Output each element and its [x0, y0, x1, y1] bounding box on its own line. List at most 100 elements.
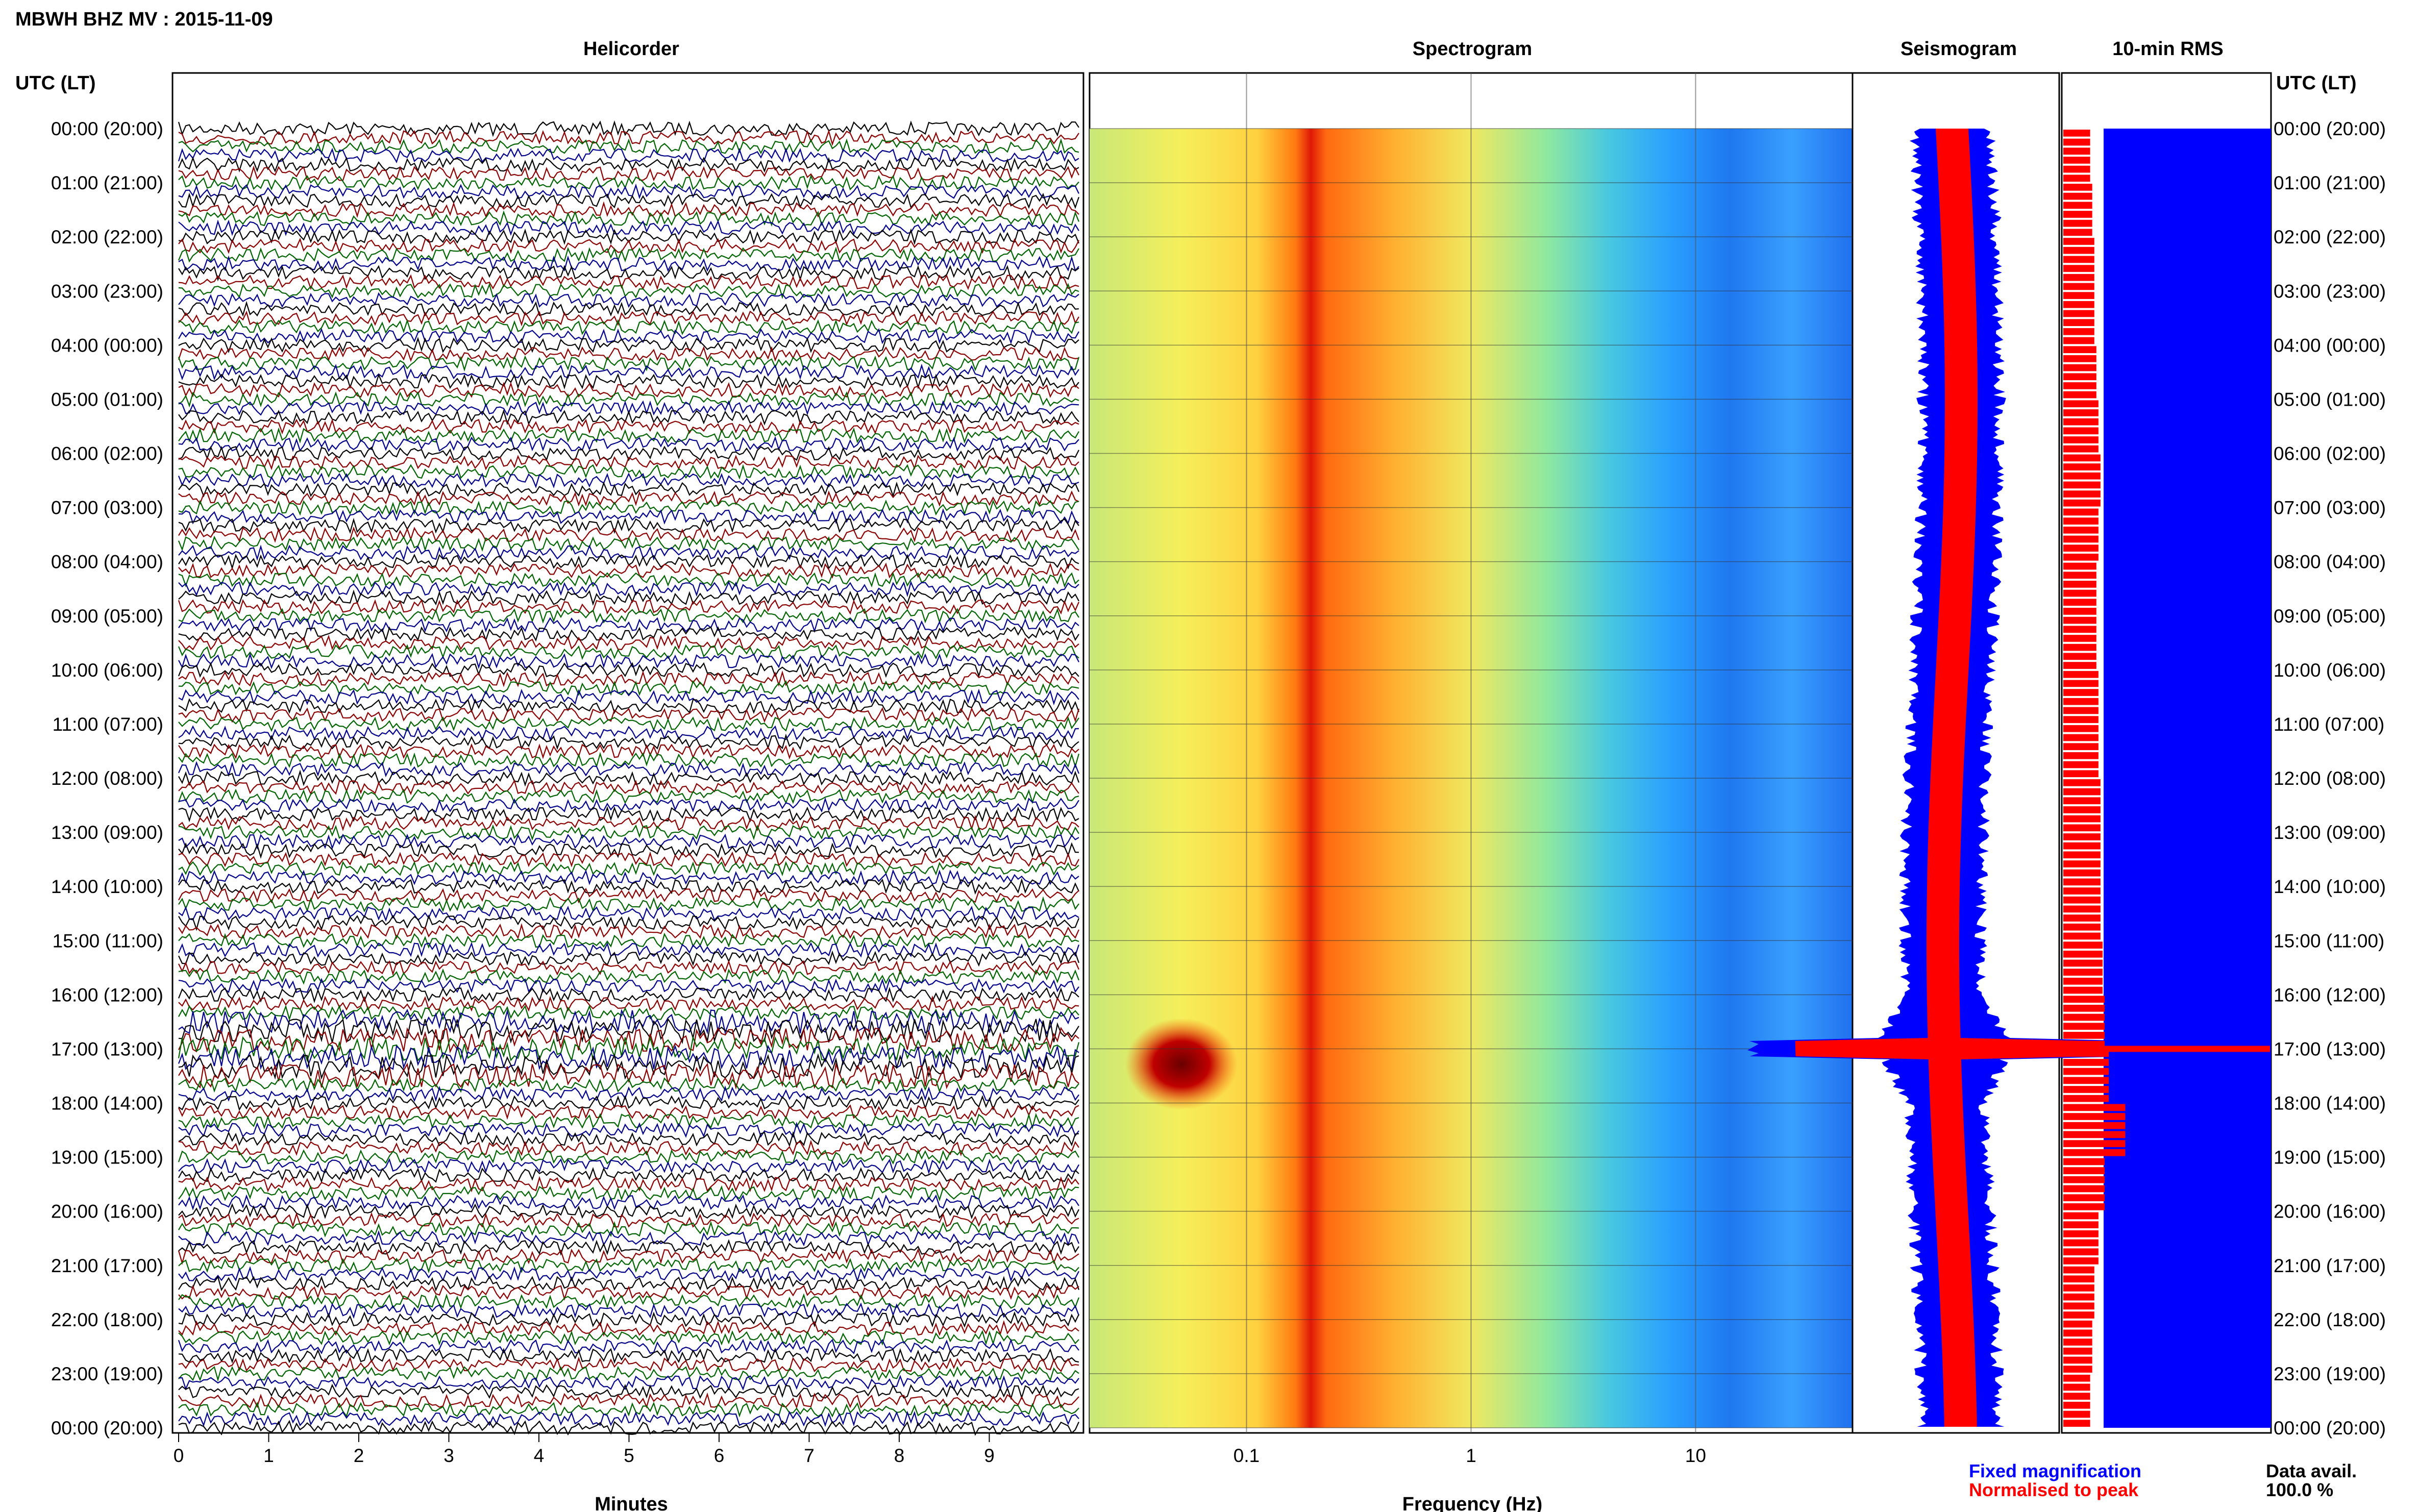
rms-bar: [2063, 1257, 2099, 1265]
helicorder-trace: [178, 644, 1079, 660]
helicorder-trace: [178, 770, 1080, 787]
rms-bar: [2063, 319, 2094, 326]
rms-bar: [2063, 1131, 2126, 1138]
rms-bar: [2063, 346, 2096, 354]
rms-bar: [2063, 743, 2099, 750]
rms-bar: [2063, 932, 2101, 940]
hour-label-right: 09:00 (05:00): [2274, 606, 2386, 627]
rms-bar: [2063, 490, 2101, 498]
rms-bar: [2063, 418, 2099, 426]
helicorder-trace: [178, 1194, 1079, 1211]
rms-bar: [2063, 472, 2101, 480]
helicorder-trace: [178, 156, 1079, 173]
utc-axis-label-right: UTC (LT): [2276, 72, 2357, 94]
rms-bar: [2063, 1167, 2105, 1174]
helicorder-trace: [178, 219, 1079, 236]
rms-bar: [2063, 328, 2094, 335]
rms-bar: [2063, 572, 2096, 579]
hour-label-left: 12:00 (08:00): [51, 768, 163, 789]
helicorder-trace: [178, 608, 1079, 624]
helicorder-trace: [178, 1401, 1079, 1418]
rms-title: 10-min RMS: [2112, 38, 2223, 60]
helicorder-trace: [178, 183, 1079, 200]
rms-bar: [2063, 1374, 2090, 1382]
rms-bar: [2063, 301, 2094, 308]
helicorder-trace: [178, 473, 1079, 489]
rms-bar: [2063, 283, 2094, 290]
helicorder-trace: [178, 336, 1079, 354]
rms-bar: [2063, 553, 2099, 561]
hour-label-right: 21:00 (17:00): [2274, 1255, 2386, 1276]
rms-bar: [2063, 1059, 2109, 1066]
helicorder-trace: [178, 978, 1079, 994]
helicorder-x-tick-label: 1: [263, 1445, 274, 1466]
rms-bar: [2063, 1086, 2109, 1093]
helicorder-trace: [178, 382, 1079, 399]
hour-label-right: 00:00 (20:00): [2274, 118, 2386, 139]
spectrogram-x-tick-label: 0.1: [1233, 1445, 1260, 1466]
rms-bar: [2063, 436, 2099, 443]
helicorder-trace: [178, 1356, 1079, 1372]
rms-bar: [2063, 499, 2101, 507]
rms-bar: [2063, 950, 2103, 958]
hour-label-left: 18:00 (14:00): [51, 1093, 163, 1114]
rms-bar: [2063, 698, 2099, 705]
rms-bar: [2063, 1113, 2126, 1120]
rms-bar: [2063, 689, 2099, 696]
rms-bar: [2063, 752, 2099, 759]
rms-bar: [2063, 1095, 2109, 1102]
helicorder-trace: [178, 824, 1079, 841]
rms-bar: [2063, 878, 2101, 886]
helicorder-trace: [178, 670, 1079, 687]
rms-bar: [2063, 1302, 2094, 1310]
rms-bar: [2063, 1104, 2126, 1111]
hour-label-left: 22:00 (18:00): [51, 1309, 163, 1330]
rms-bar: [2063, 409, 2099, 416]
hour-label-right: 01:00 (21:00): [2274, 172, 2386, 193]
rms-bar: [2063, 851, 2101, 859]
rms-bar: [2063, 1185, 2105, 1193]
rms-bar: [2063, 626, 2096, 633]
helicorder-trace: [178, 310, 1079, 327]
rms-bar: [2063, 1339, 2092, 1346]
hour-label-left: 23:00 (19:00): [51, 1364, 163, 1384]
rms-bar: [2063, 608, 2096, 615]
rms-bar: [2063, 265, 2094, 272]
hour-label-right: 19:00 (15:00): [2274, 1147, 2386, 1168]
rms-bar: [2063, 175, 2090, 182]
helicorder-trace: [178, 923, 1080, 940]
helicorder-x-tick-label: 8: [894, 1445, 905, 1466]
helicorder-trace: [178, 1338, 1079, 1354]
helicorder-trace: [178, 860, 1079, 877]
rms-bar: [2063, 445, 2099, 453]
helicorder-trace: [178, 1112, 1079, 1130]
rms-bar: [2063, 869, 2101, 877]
hour-label-right: 16:00 (12:00): [2274, 984, 2386, 1005]
helicorder-x-tick-label: 3: [443, 1445, 454, 1466]
seismogram-normalised-to-peak: [1795, 129, 2094, 1427]
rms-bar: [2063, 355, 2096, 362]
rms-bar: [2063, 1320, 2092, 1328]
hour-label-left: 06:00 (02:00): [51, 443, 163, 464]
helicorder-trace: [178, 129, 1079, 146]
helicorder-trace: [178, 1104, 1079, 1121]
helicorder-x-label: Minutes: [595, 1494, 668, 1512]
helicorder-x-tick-label: 7: [804, 1445, 814, 1466]
helicorder-trace: [178, 968, 1080, 985]
rms-bar: [2063, 797, 2101, 805]
rms-bar: [2063, 1013, 2105, 1021]
helicorder-trace: [178, 1392, 1079, 1409]
rms-bar: [2063, 1347, 2092, 1355]
rms-bar: [2063, 725, 2099, 732]
helicorder-trace: [178, 1311, 1079, 1328]
hour-label-left: 08:00 (04:00): [51, 552, 163, 573]
hour-label-right: 17:00 (13:00): [2274, 1038, 2386, 1059]
data-avail-value: 100.0 %: [2266, 1479, 2333, 1500]
rms-bar: [2063, 1194, 2105, 1201]
helicorder-trace: [178, 1044, 1079, 1070]
helicorder-trace: [178, 436, 1079, 452]
rms-bar: [2063, 1366, 2092, 1373]
helicorder-trace: [178, 201, 1079, 218]
hour-label-right: 08:00 (04:00): [2274, 552, 2386, 573]
helicorder-trace: [178, 1149, 1079, 1165]
